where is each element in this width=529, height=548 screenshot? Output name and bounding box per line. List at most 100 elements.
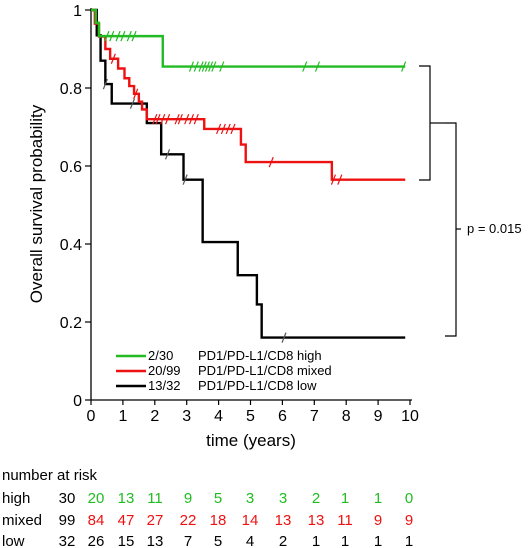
risk-count-low: 1 [312, 533, 320, 548]
censor-mark-mixed [155, 113, 161, 125]
risk-count-high: 5 [214, 490, 222, 507]
risk-count-low: 5 [214, 533, 222, 548]
censor-mark-low [102, 78, 108, 90]
risk-count-high: 2 [312, 490, 320, 507]
risk-count-low: 26 [88, 533, 105, 548]
risk-count-high: 13 [118, 490, 135, 507]
x-tick-label: 0 [87, 408, 96, 425]
censor-mark-mixed [152, 113, 158, 125]
risk-count-low: 2 [279, 533, 287, 548]
censor-mark-high [302, 61, 308, 72]
censor-mark-high [211, 61, 217, 72]
risk-count-high: 3 [279, 490, 287, 507]
censor-mark-high [219, 61, 225, 72]
risk-count-high: 30 [59, 490, 76, 507]
x-tick-label: 10 [401, 408, 419, 425]
y-ticks: 0 0.2 0.4 0.6 0.8 1 [60, 3, 91, 410]
risk-count-high: 9 [184, 490, 192, 507]
risk-table-title: number at risk [2, 467, 98, 484]
censor-marks [102, 30, 407, 343]
x-tick-label: 7 [310, 408, 319, 425]
risk-count-mixed: 47 [118, 512, 135, 529]
significance-brackets: p = 0.015 [419, 65, 522, 337]
x-tick-label: 5 [246, 408, 255, 425]
risk-count-mixed: 14 [242, 512, 259, 529]
censor-mark-mixed [177, 113, 183, 125]
risk-count-mixed: 84 [88, 512, 105, 529]
risk-count-low: 1 [341, 533, 349, 548]
risk-count-low: 1 [405, 533, 413, 548]
risk-count-low: 7 [184, 533, 192, 548]
censor-mark-mixed [165, 113, 171, 125]
x-ticks: 0 1 2 3 4 5 6 7 8 9 10 [87, 400, 419, 425]
censor-mark-mixed [110, 53, 116, 64]
x-tick-label: 8 [342, 408, 351, 425]
risk-count-mixed: 18 [210, 512, 227, 529]
risk-count-low: 32 [59, 533, 76, 548]
censor-mark-mixed [330, 174, 336, 185]
risk-count-mixed: 99 [59, 512, 76, 529]
x-tick-label: 1 [118, 408, 127, 425]
risk-count-high: 20 [88, 490, 105, 507]
risk-count-mixed: 13 [308, 512, 325, 529]
risk-count-mixed: 22 [180, 512, 197, 529]
legend-events-high: 2/30 [148, 348, 173, 363]
legend-label-low: PD1/PD-L1/CD8 low [198, 378, 317, 393]
censor-mark-mixed [230, 123, 236, 135]
y-tick-label: 0.8 [60, 81, 82, 98]
x-tick-label: 6 [278, 408, 287, 425]
risk-count-mixed: 11 [337, 512, 353, 529]
risk-count-mixed: 13 [275, 512, 292, 529]
x-tick-label: 3 [182, 408, 191, 425]
censor-mark-high [115, 30, 121, 42]
censor-mark-mixed [184, 113, 190, 125]
censor-mark-mixed [174, 113, 180, 125]
censor-mark-high [109, 30, 115, 42]
censor-mark-low [281, 332, 287, 343]
censor-mark-high [208, 61, 214, 72]
censor-mark-high [104, 30, 110, 42]
risk-count-mixed: 27 [147, 512, 164, 529]
censor-mark-high [188, 61, 195, 72]
legend-events-mixed: 20/99 [148, 363, 181, 378]
risk-count-low: 4 [246, 533, 254, 548]
risk-row-label-high: high [2, 490, 30, 507]
censor-mark-mixed [220, 123, 226, 135]
x-tick-label: 4 [214, 408, 223, 425]
risk-count-low: 1 [374, 533, 382, 548]
censor-mark-mixed [225, 123, 231, 135]
censor-mark-low [182, 174, 188, 185]
y-tick-label: 0.4 [60, 237, 82, 254]
p-value-label: p = 0.015 [467, 221, 522, 236]
censor-mark-low [165, 149, 171, 160]
censor-mark-mixed [160, 113, 166, 125]
y-tick-label: 0.2 [60, 315, 82, 332]
risk-count-high: 1 [374, 490, 382, 507]
legend-events-low: 13/32 [148, 378, 181, 393]
risk-row-label-low: low [2, 533, 25, 548]
censor-mark-high [193, 61, 199, 72]
censor-mark-mixed [133, 88, 139, 100]
risk-count-high: 1 [341, 490, 349, 507]
censor-mark-high [126, 30, 132, 42]
y-tick-label: 0 [73, 393, 82, 410]
censor-mark-mixed [193, 113, 199, 125]
risk-count-mixed: 9 [405, 512, 413, 529]
legend-label-high: PD1/PD-L1/CD8 high [198, 348, 322, 363]
censor-mark-mixed [337, 174, 343, 185]
risk-count-high: 0 [405, 490, 413, 507]
censor-mark-high [201, 61, 207, 72]
legend-label-mixed: PD1/PD-L1/CD8 mixed [198, 363, 332, 378]
risk-count-mixed: 9 [374, 512, 382, 529]
censor-mark-high [314, 61, 321, 72]
y-tick-label: 1 [73, 3, 82, 20]
curve-high [91, 8, 406, 68]
x-tick-label: 9 [374, 408, 383, 425]
risk-count-high: 11 [147, 490, 163, 507]
risk-count-low: 13 [147, 533, 164, 548]
y-axis-label: Overall survival probability [27, 104, 46, 303]
legend: 2/30 PD1/PD-L1/CD8 high 20/99 PD1/PD-L1/… [116, 348, 332, 393]
